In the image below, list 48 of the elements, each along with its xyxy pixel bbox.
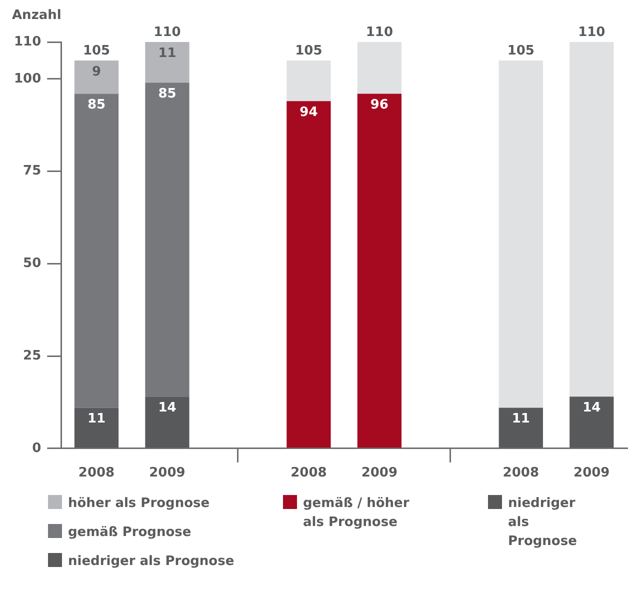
- bar: [498, 60, 543, 408]
- legend-label: gemäß Prognose: [68, 524, 192, 542]
- x-tick-label: 2009: [149, 466, 186, 481]
- data-label: 11: [512, 412, 530, 427]
- bar: [74, 94, 119, 408]
- legend-label: niedriger als Prognose: [68, 553, 234, 571]
- bar: [145, 42, 190, 83]
- bar: [357, 42, 402, 94]
- y-tick-label: 110: [14, 34, 42, 50]
- data-label: 11: [158, 46, 176, 61]
- total-label: 110: [366, 24, 394, 40]
- total-label: 105: [82, 43, 110, 58]
- y-tick-label: 0: [32, 440, 42, 456]
- bar: [74, 60, 119, 94]
- y-tick-label: 25: [23, 348, 42, 364]
- total-label: 105: [295, 43, 322, 58]
- y-tick-label: 100: [14, 71, 42, 86]
- data-label: 11: [87, 412, 106, 427]
- bar: [145, 396, 190, 448]
- data-label: 85: [158, 86, 176, 102]
- bar: [286, 101, 331, 448]
- legend-label: höher als Prognose: [68, 495, 210, 513]
- bar: [286, 60, 331, 102]
- legend-label: gemäß / höher als Prognose: [303, 495, 410, 532]
- total-label: 110: [154, 24, 181, 40]
- data-label: 85: [87, 98, 106, 113]
- data-label: 14: [158, 400, 176, 416]
- y-tick-label: 75: [23, 164, 42, 179]
- bar: [145, 82, 190, 397]
- total-label: 105: [507, 43, 534, 58]
- data-label: 96: [370, 98, 388, 113]
- x-tick-label: 2008: [290, 466, 327, 481]
- data-label: 14: [582, 400, 601, 416]
- y-tick-label: 50: [23, 256, 42, 272]
- x-tick-label: 2009: [574, 466, 610, 481]
- bar: [570, 396, 614, 448]
- data-label: 9: [92, 64, 102, 80]
- x-tick-label: 2008: [502, 466, 539, 481]
- data-label: 94: [300, 104, 318, 120]
- bar: [498, 408, 543, 448]
- bar: [570, 42, 614, 397]
- legend-label: niedriger als Prognose: [508, 495, 578, 551]
- bar: [74, 408, 119, 448]
- y-axis-title: Anzahl: [12, 8, 62, 23]
- bar: [357, 94, 402, 448]
- x-tick-label: 2009: [361, 466, 398, 481]
- total-label: 110: [578, 24, 606, 40]
- x-tick-label: 2008: [78, 466, 115, 481]
